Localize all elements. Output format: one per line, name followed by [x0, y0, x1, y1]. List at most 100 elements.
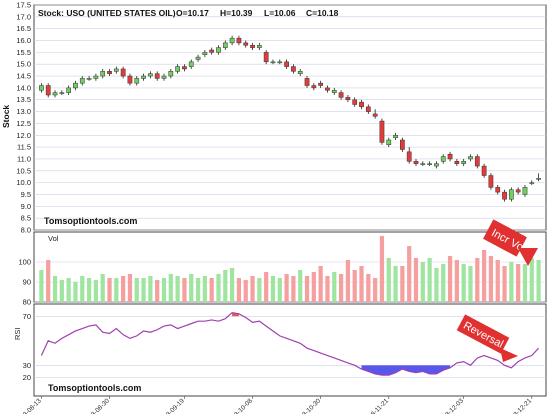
volume-bar: [373, 278, 378, 302]
candle-body: [427, 163, 432, 165]
volume-bar: [454, 260, 459, 302]
watermark-top: Tomsoptiontools.com: [44, 216, 137, 226]
volume-bar: [66, 278, 71, 302]
volume-bar: [304, 276, 310, 302]
candle-body: [229, 37, 235, 44]
volume-bar: [352, 270, 357, 302]
candle-body: [434, 163, 439, 167]
candle-body: [454, 161, 460, 164]
volume-bar: [407, 246, 412, 302]
volume-bar: [495, 260, 500, 302]
candle-body: [508, 189, 514, 200]
candle-body: [182, 66, 187, 70]
candle-body: [447, 153, 453, 160]
volume-bar: [86, 278, 92, 302]
volume-bar: [73, 282, 78, 302]
candle-body: [413, 161, 419, 164]
volume-bar: [229, 268, 235, 302]
price-y-tick-label: 17.5: [16, 1, 31, 10]
volume-y-tick-label: 80: [23, 298, 31, 307]
price-y-tick-label: 10.5: [16, 166, 31, 175]
ohlc-low: L=10.06: [264, 8, 296, 18]
volume-bar: [93, 280, 99, 302]
price-y-tick-label: 14.0: [16, 83, 31, 92]
volume-bar: [216, 274, 221, 302]
candle-body: [39, 85, 44, 91]
volume-panel: [33, 231, 547, 303]
volume-bar: [522, 264, 528, 302]
candle-body: [325, 87, 330, 91]
candle-body: [222, 42, 228, 48]
volume-bar: [516, 264, 521, 302]
candle-body: [345, 97, 351, 100]
volume-bar: [325, 276, 330, 302]
price-y-tick-label: 15.0: [16, 60, 31, 69]
price-y-tick-label: 12.5: [16, 119, 31, 128]
volume-bar: [447, 256, 453, 302]
price-y-tick-label: 13.5: [16, 95, 31, 104]
volume-bar: [100, 274, 105, 302]
price-y-tick-label: 17.0: [16, 12, 31, 21]
watermark-bottom: Tomsoptiontools.com: [48, 383, 141, 393]
price-y-tick-label: 13.0: [16, 107, 31, 116]
ohlc-high: H=10.39: [220, 8, 253, 18]
candle-body: [113, 68, 119, 72]
volume-bar: [223, 270, 228, 302]
volume-bar: [481, 250, 487, 302]
candle-body: [107, 71, 112, 74]
candle-body: [209, 49, 215, 53]
rsi-overbought-fill: [232, 312, 239, 317]
volume-bar: [420, 262, 425, 302]
price-y-tick-label: 11.5: [17, 143, 31, 152]
price-y-tick-label: 9.5: [21, 190, 31, 199]
volume-bar: [468, 266, 473, 302]
y-axis-label: Stock: [1, 105, 11, 128]
volume-bar: [386, 258, 391, 302]
candle-body: [461, 161, 467, 164]
volume-bar: [311, 272, 316, 302]
volume-bar: [107, 278, 112, 302]
rsi-y-tick-label: 20: [23, 373, 31, 382]
candle-body: [134, 78, 140, 84]
candle-body: [440, 156, 446, 162]
candle-body: [93, 75, 99, 79]
candle-body: [365, 106, 371, 112]
candle-body: [52, 92, 58, 96]
candle-body: [161, 75, 167, 79]
candle-body: [536, 178, 541, 180]
volume-bar: [298, 270, 303, 302]
candle-body: [502, 191, 507, 200]
candle-body: [481, 165, 487, 176]
volume-bar: [121, 276, 126, 302]
volume-y-tick-label: 90: [23, 278, 31, 287]
candle-body: [148, 73, 153, 77]
volume-bar: [461, 264, 466, 302]
candle-body: [154, 73, 160, 79]
volume-bar: [127, 274, 133, 302]
price-y-tick-label: 8.0: [21, 226, 31, 235]
candle-body: [400, 139, 405, 150]
volume-bar: [59, 280, 64, 302]
volume-bar: [52, 276, 58, 302]
volume-bar: [80, 276, 85, 302]
price-y-tick-label: 16.0: [16, 36, 31, 45]
candle-body: [468, 156, 473, 160]
volume-bar: [161, 278, 167, 302]
candle-body: [73, 82, 78, 89]
candle-body: [297, 71, 303, 74]
candle-body: [338, 92, 344, 98]
candle-body: [331, 90, 337, 93]
volume-bar: [284, 274, 289, 302]
candle-body: [195, 56, 201, 60]
candle-body: [515, 189, 521, 193]
volume-bar: [39, 270, 44, 302]
candle-body: [488, 175, 494, 188]
candle-body: [522, 187, 528, 195]
candle-body: [277, 61, 283, 64]
candle-body: [379, 120, 385, 143]
volume-bar: [400, 266, 405, 302]
candle-body: [372, 113, 378, 117]
candle-body: [168, 71, 174, 77]
volume-bar: [529, 258, 534, 302]
